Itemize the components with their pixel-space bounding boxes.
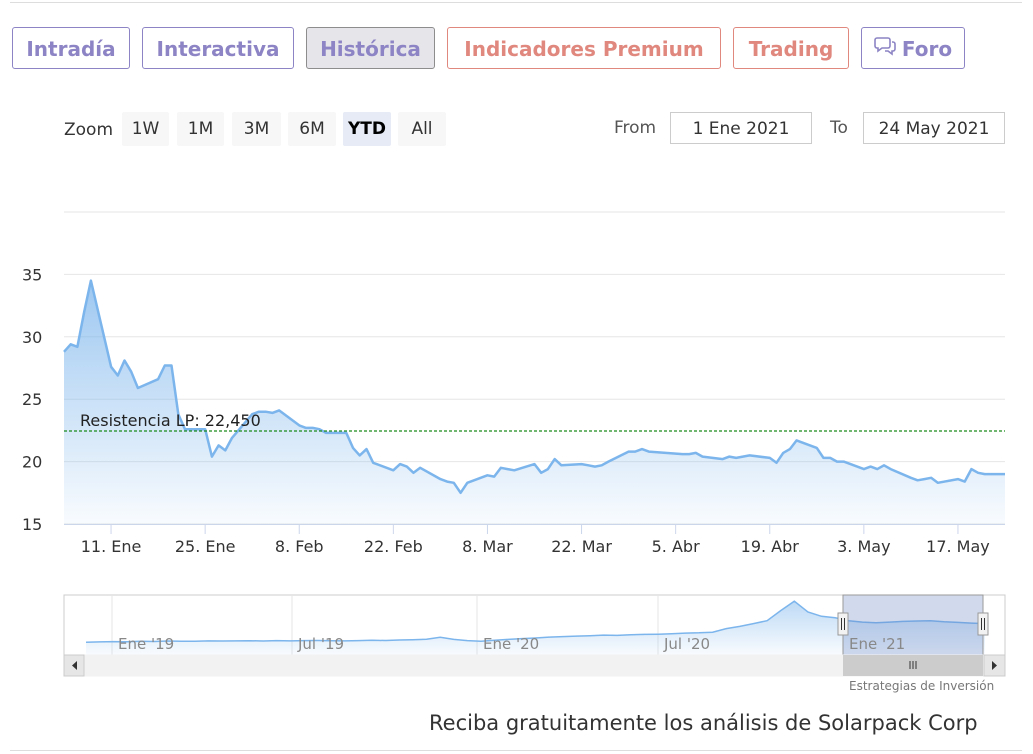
navigator-area (86, 601, 985, 655)
tab-intradia[interactable]: Intradía (12, 27, 130, 69)
price-area-fill (64, 280, 1005, 524)
navigator-x-label: Ene '21 (849, 635, 905, 653)
tab-label: Interactiva (156, 37, 280, 61)
x-tick-label: 8. Feb (275, 537, 324, 556)
arrow-left-icon[interactable] (63, 654, 85, 677)
y-tick-label: 15 (22, 515, 42, 534)
chat-bubbles-icon (874, 28, 896, 70)
navigator-selection[interactable] (842, 594, 984, 656)
navigator-x-label: Jul '20 (663, 635, 710, 653)
tab-label: Intradía (26, 37, 116, 61)
navigator-x-label: Ene '20 (483, 635, 539, 653)
zoom-label: Zoom (64, 120, 114, 140)
zoom-1w-button[interactable]: 1W (122, 112, 169, 146)
tab-historica[interactable]: Histórica (306, 27, 435, 69)
x-tick-label: 25. Ene (175, 537, 236, 556)
range-from-input[interactable]: 1 Ene 2021 (670, 112, 812, 144)
y-tick-label: 30 (22, 328, 42, 347)
zoom-all-button[interactable]: All (398, 112, 446, 146)
navigator-x-label: Jul '19 (297, 635, 344, 653)
y-tick-label: 25 (22, 390, 42, 409)
arrow-right-icon[interactable] (983, 654, 1006, 677)
y-tick-label: 20 (22, 453, 42, 472)
tab-foro[interactable]: Foro (861, 27, 965, 69)
chart-credits[interactable]: Estrategias de Inversión (849, 679, 995, 693)
tab-label: Indicadores Premium (464, 37, 704, 61)
promo-text[interactable]: Reciba gratuitamente los análisis de Sol… (429, 711, 978, 735)
tab-interactiva[interactable]: Interactiva (142, 27, 294, 69)
navigator-handle-left[interactable] (837, 612, 849, 636)
range-from-label: From (614, 118, 657, 138)
tab-label: Foro (901, 37, 953, 61)
zoom-3m-button[interactable]: 3M (232, 112, 281, 146)
navigator-x-label: Ene '19 (118, 635, 174, 653)
range-to-input[interactable]: 24 May 2021 (863, 112, 1005, 144)
y-tick-label: 35 (22, 265, 42, 284)
zoom-1m-button[interactable]: 1M (177, 112, 224, 146)
top-divider (10, 2, 1022, 3)
x-tick-label: 19. Abr (741, 537, 800, 556)
price-chart: 15 20 25 30 35 11. Ene 25. Ene 8. Feb 22. Feb 8. … (22, 211, 1006, 677)
bottom-divider (10, 750, 1022, 751)
x-tick-label: 11. Ene (81, 537, 142, 556)
grip-lines-icon (909, 661, 917, 669)
zoom-ytd-button[interactable]: YTD (343, 112, 391, 146)
x-tick-label: 8. Mar (462, 537, 513, 556)
tab-trading[interactable]: Trading (733, 27, 849, 69)
navigator-handle-right[interactable] (977, 612, 989, 636)
x-tick-label: 22. Feb (364, 537, 423, 556)
zoom-6m-button[interactable]: 6M (288, 112, 336, 146)
tab-label: Histórica (320, 37, 421, 61)
price-series-line[interactable] (63, 279, 1005, 495)
navigator-series-line (85, 600, 986, 644)
tab-label: Trading (748, 37, 834, 61)
tab-indicadores-premium[interactable]: Indicadores Premium (447, 27, 721, 69)
x-tick-label: 5. Abr (652, 537, 700, 556)
x-tick-label: 22. Mar (551, 537, 612, 556)
range-to-label: To (830, 118, 848, 138)
resistance-label: Resistencia LP: 22,450 (80, 411, 261, 430)
x-tick-label: 3. May (837, 537, 890, 556)
x-tick-label: 17. May (926, 537, 990, 556)
